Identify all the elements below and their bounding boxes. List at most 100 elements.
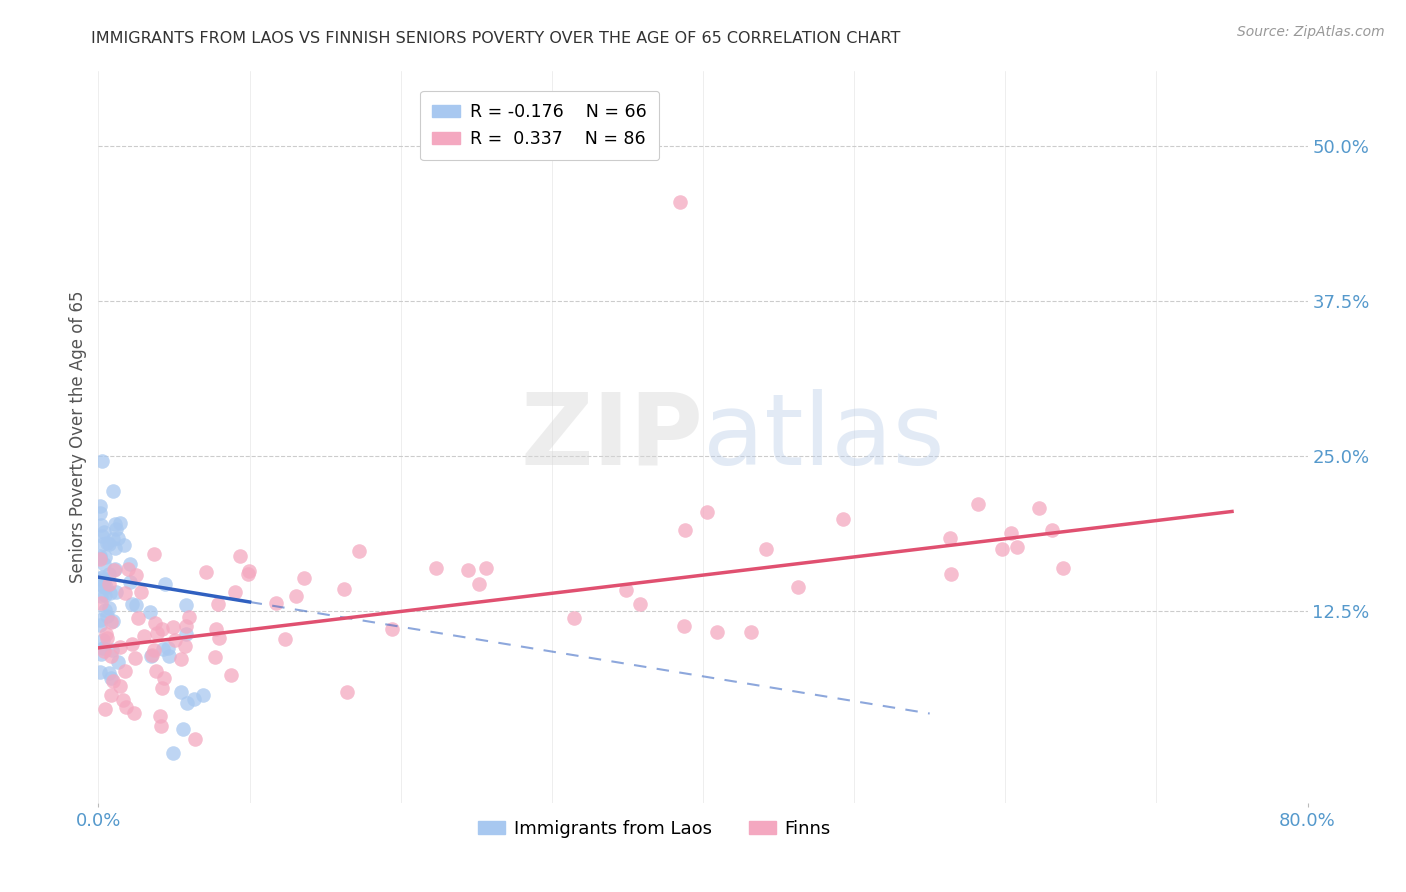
Point [94,588,117,602]
Point [142,642,165,657]
Point [184,732,207,747]
Point [150,623,173,637]
Point [114,586,136,600]
Point [100,689,122,703]
Point [1028,500,1050,515]
Point [236,566,259,581]
Point [786,580,808,594]
Point [91,633,114,648]
Point [96,609,118,624]
Point [125,567,148,582]
Point [98,586,121,600]
Point [425,561,447,575]
Point [673,523,696,537]
Point [145,664,167,678]
Point [706,625,728,640]
Point [101,673,124,688]
Point [127,611,149,625]
Point [238,564,260,578]
Point [208,631,231,645]
Point [207,597,229,611]
Point [349,544,371,558]
Point [121,636,143,650]
Point [153,577,176,591]
Point [125,598,148,612]
Point [89,577,111,591]
Point [91,570,114,584]
Point [94,627,117,641]
Point [91,573,114,587]
Point [162,746,184,760]
Point [104,517,127,532]
Point [628,597,651,611]
Point [156,640,179,655]
Point [89,613,111,627]
Point [91,537,114,551]
Point [153,671,176,685]
Point [89,550,111,565]
Point [141,648,163,663]
Point [163,633,186,648]
Point [89,506,111,520]
Point [1052,561,1074,575]
Point [754,541,776,556]
Point [90,529,112,543]
Point [93,580,115,594]
Point [475,561,498,575]
Point [1007,540,1029,554]
Point [174,598,197,612]
Point [264,596,287,610]
Point [97,665,120,680]
Point [672,619,695,633]
Point [336,685,359,699]
Point [107,532,129,546]
Point [141,648,163,662]
Point [110,516,132,531]
Point [91,453,114,467]
Point [90,596,112,610]
Point [89,617,111,632]
Point [101,532,124,546]
Point [146,625,169,640]
Point [114,700,136,714]
Point [176,627,198,641]
Point [120,574,142,589]
Point [174,619,197,633]
Point [132,629,155,643]
Point [112,693,135,707]
Point [104,561,127,575]
Point [101,643,124,657]
Point [457,563,479,577]
Point [93,524,115,539]
Point [172,722,194,736]
Text: atlas: atlas [703,389,945,485]
Point [381,623,404,637]
Point [157,649,180,664]
Point [93,573,115,587]
Y-axis label: Seniors Poverty Over the Age of 65: Seniors Poverty Over the Age of 65 [69,291,87,583]
Point [152,641,174,656]
Point [101,483,124,498]
Point [292,572,315,586]
Point [107,655,129,669]
Point [90,518,112,533]
Point [162,620,184,634]
Legend: Immigrants from Laos, Finns: Immigrants from Laos, Finns [471,813,838,845]
Point [614,583,637,598]
Point [143,615,166,630]
Point [98,577,121,591]
Point [696,505,718,519]
Point [90,647,112,661]
Point [170,685,193,699]
Point [94,603,117,617]
Point [105,585,128,599]
Point [121,597,143,611]
Point [150,681,173,695]
Text: IMMIGRANTS FROM LAOS VS FINNISH SENIORS POVERTY OVER THE AGE OF 65 CORRELATION C: IMMIGRANTS FROM LAOS VS FINNISH SENIORS … [91,31,901,46]
Point [991,541,1014,556]
Point [103,563,125,577]
Point [285,589,308,603]
Point [114,665,136,679]
Point [93,702,115,716]
Point [93,644,115,658]
